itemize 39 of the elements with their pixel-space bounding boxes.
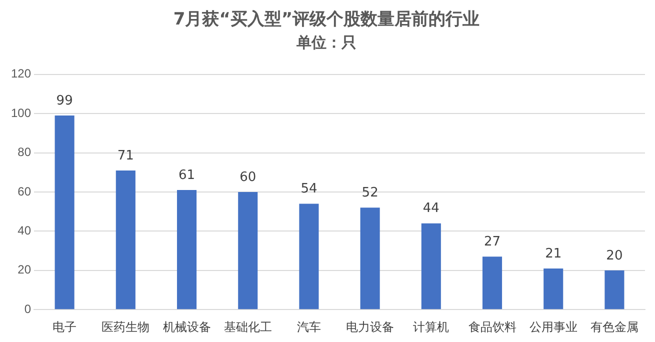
data-label: 60 [240, 170, 256, 185]
bar [360, 208, 380, 310]
data-label: 21 [545, 246, 562, 262]
y-tick-label: 80 [18, 145, 32, 160]
x-tick-label: 医药生物 [102, 320, 150, 334]
bar [482, 256, 502, 310]
data-label: 44 [422, 201, 440, 216]
x-tick-label: 食品饮料 [468, 320, 516, 334]
bar [421, 223, 441, 310]
data-label: 61 [178, 168, 196, 183]
y-tick-label: 100 [10, 106, 32, 120]
data-label: 99 [56, 93, 73, 108]
y-tick-label: 20 [18, 262, 32, 277]
data-label: 52 [362, 186, 378, 201]
x-tick-label: 电子 [52, 320, 77, 334]
y-tick-label: 120 [10, 66, 32, 81]
bar [54, 116, 74, 310]
data-label: 71 [117, 148, 134, 164]
x-tick-label: 机械设备 [162, 320, 211, 334]
bar [176, 190, 197, 310]
x-tick-label: 汽车 [296, 320, 321, 334]
y-tick-label: 0 [24, 302, 32, 316]
y-tick-label: 60 [18, 184, 32, 198]
bar [604, 270, 624, 310]
x-tick-label: 公用事业 [529, 320, 578, 334]
x-tick-label: 有色金属 [590, 320, 638, 334]
bar [299, 204, 319, 310]
data-label: 54 [300, 182, 318, 197]
bar [544, 268, 564, 310]
bar [238, 192, 258, 310]
y-tick-label: 40 [18, 224, 32, 238]
x-tick-label: 电力设备 [346, 320, 394, 334]
x-tick-label: 计算机 [413, 320, 450, 334]
bar [116, 170, 136, 310]
chart-title: 7月获“买入型”评级个股数量居前的行业 [173, 10, 480, 30]
data-label: 20 [606, 248, 623, 264]
data-label: 27 [484, 234, 501, 250]
chart-subtitle: 单位：只 [296, 33, 356, 52]
x-tick-label: 基础化工 [224, 320, 272, 334]
